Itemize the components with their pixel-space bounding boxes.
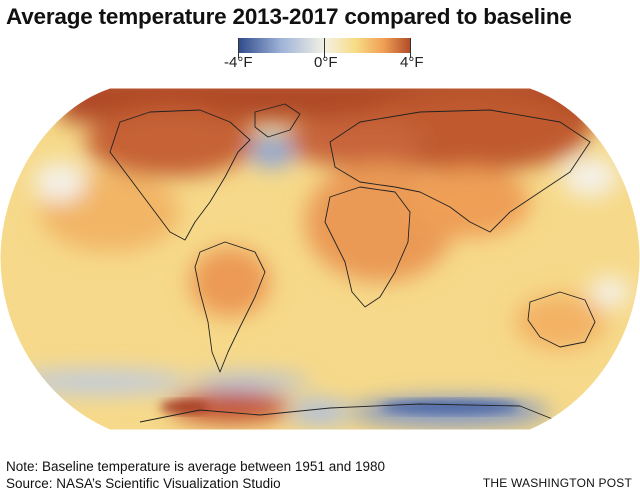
- legend-tick-max: [410, 38, 411, 58]
- south-america-outline: [194, 241, 266, 373]
- eurasia-outline: [329, 109, 591, 233]
- europe-anomaly: [285, 117, 425, 167]
- southern-ocean-cool-west: [10, 370, 190, 394]
- coastlines: [109, 103, 596, 423]
- south-america-anomaly: [190, 247, 270, 317]
- legend-max-label: 4°F: [400, 54, 424, 71]
- publisher-credit: THE WASHINGTON POST: [482, 476, 632, 490]
- south-pacific-neutral: [590, 277, 630, 307]
- asia-anomaly: [410, 167, 530, 237]
- legend-mid-label: 0°F: [314, 54, 338, 71]
- source-note: Source: NASA’s Scientific Visualization …: [6, 476, 281, 491]
- legend-tick-min: [238, 38, 239, 58]
- east-antarctica-core: [380, 400, 520, 414]
- antarctic-peninsula-warm: [160, 401, 210, 413]
- canada-anomaly: [85, 107, 255, 177]
- greenland-outline: [254, 103, 301, 138]
- antarctica-outline: [139, 403, 561, 423]
- southern-ocean-cool-central: [190, 374, 310, 390]
- legend-tick-mid: [324, 38, 325, 58]
- west-pacific-neutral: [562, 157, 618, 197]
- africa-outline: [324, 186, 411, 308]
- north-pacific-neutral: [34, 162, 86, 202]
- map-frame: [0, 87, 640, 431]
- australia-outline: [527, 291, 596, 348]
- footnote: Note: Baseline temperature is average be…: [6, 458, 385, 492]
- baseline-note: Note: Baseline temperature is average be…: [6, 459, 386, 474]
- north-atlantic-cold-patch: [250, 136, 294, 168]
- north-america-outline: [109, 109, 251, 241]
- world-temperature-map: [0, 87, 640, 431]
- australia-anomaly: [515, 294, 605, 350]
- legend-min-label: -4°F: [224, 54, 253, 71]
- west-antarctica-anomaly: [170, 392, 290, 422]
- chart-title: Average temperature 2013-2017 compared t…: [6, 4, 572, 29]
- antarctica-cool-patch: [290, 400, 350, 424]
